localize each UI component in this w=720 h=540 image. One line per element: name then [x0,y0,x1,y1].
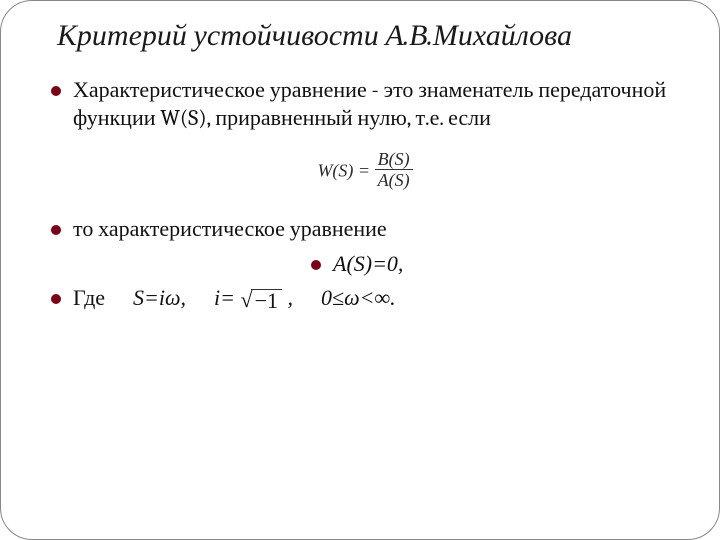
bullet-item: то характеристическое уравнение [51,215,679,244]
gde-range: 0≤ω<∞. [321,284,396,313]
gde-i-lhs: i= [214,285,235,310]
bullet-dot-icon [311,260,321,270]
bullet-item: A(S)=0, [311,250,679,279]
bullet-item: Где S=iω, i= √ −1 , 0≤ω<∞. [51,284,679,313]
gde-i-equals: i= √ −1 , [214,284,293,313]
slide-frame: Критерий устойчивости А.В.Михайлова Хара… [0,0,720,540]
bullet-dot-icon [51,86,61,96]
bullet-text: то характеристическое уравнение [73,215,679,244]
sqrt-body: −1 [251,289,282,312]
bullet-text: Характеристическое уравнение - это знаме… [73,76,679,133]
slide-content: Характеристическое уравнение - это знаме… [51,76,679,313]
formula-fraction: B(S) A(S) [375,149,413,191]
formula-denominator: A(S) [375,170,413,191]
sqrt-icon: √ −1 [241,289,283,312]
bullet-text: Где S=iω, i= √ −1 , 0≤ω<∞. [73,284,679,313]
formula-numerator: B(S) [375,149,413,171]
gde-comma: , [288,285,294,310]
bullet-dot-icon [51,294,61,304]
gde-s-equals: S=iω, [133,284,186,313]
formula-lhs: W(S) = [317,160,370,180]
gde-lead: Где [73,284,105,313]
bullet-dot-icon [51,225,61,235]
formula-w-s: W(S) = B(S) A(S) [51,151,679,193]
bullet-text: A(S)=0, [333,250,679,279]
bullet-item: Характеристическое уравнение - это знаме… [51,76,679,133]
slide-title: Критерий устойчивости А.В.Михайлова [57,19,679,54]
